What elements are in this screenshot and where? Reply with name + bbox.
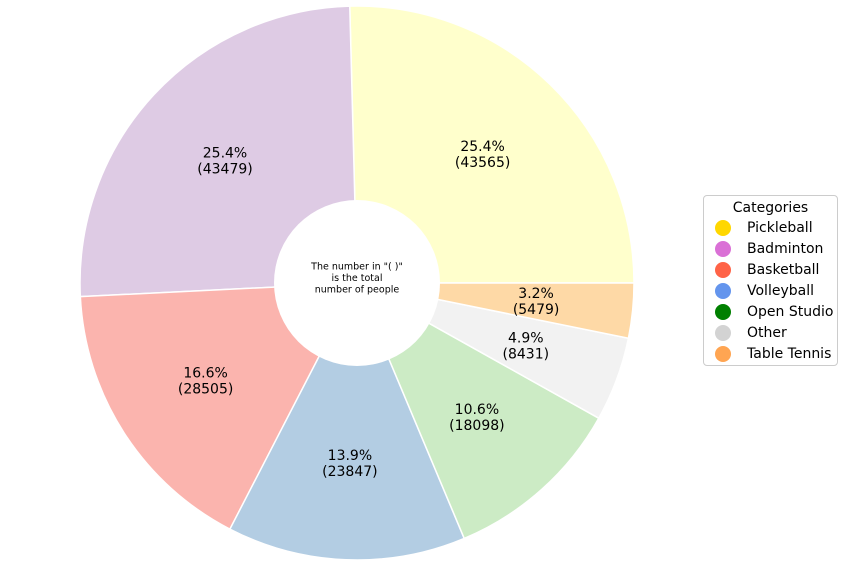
slice-count-label: (43565) <box>455 155 510 171</box>
legend-marker <box>715 303 731 320</box>
center-note: The number in "( )" is the total number … <box>310 262 403 296</box>
legend-marker <box>715 261 731 278</box>
slice-percent-label: 10.6% <box>455 402 499 418</box>
legend-item-other: Other <box>704 322 837 343</box>
donut-hole <box>274 200 440 366</box>
legend: Categories Pickleball Badminton Basketba… <box>703 195 838 366</box>
legend-marker <box>715 240 731 257</box>
legend-item-open-studio: Open Studio <box>704 301 837 322</box>
legend-marker <box>715 282 731 299</box>
slice-percent-label: 13.9% <box>328 448 372 464</box>
legend-label: Badminton <box>747 240 824 257</box>
legend-marker <box>715 324 731 341</box>
legend-item-pickleball: Pickleball <box>704 217 837 238</box>
center-note-line-3: number of people <box>315 285 400 296</box>
slice-count-label: (23847) <box>322 464 377 480</box>
pie-slice-1 <box>348 5 635 284</box>
legend-title: Categories <box>732 200 809 216</box>
legend-item-table-tennis: Table Tennis <box>704 343 837 364</box>
slice-count-label: (43479) <box>197 162 252 178</box>
center-note-line-1: The number in "( )" <box>310 262 403 273</box>
slice-count-label: (28505) <box>178 381 233 397</box>
slice-count-label: (18098) <box>449 418 504 434</box>
legend-label: Volleyball <box>747 282 814 299</box>
slice-percent-label: 25.4% <box>203 146 247 162</box>
legend-label: Table Tennis <box>747 345 832 362</box>
pie-slice-4 <box>228 281 466 561</box>
slice-count-label: (5479) <box>513 302 560 318</box>
slice-percent-label: 25.4% <box>460 139 504 155</box>
legend-item-volleyball: Volleyball <box>704 280 837 301</box>
pie-slice-2 <box>79 5 358 298</box>
slice-percent-label: 16.6% <box>183 365 227 381</box>
pie-slice-3 <box>79 282 359 531</box>
legend-item-badminton: Badminton <box>704 238 837 259</box>
legend-marker <box>715 219 731 236</box>
legend-label: Pickleball <box>747 219 813 236</box>
legend-item-basketball: Basketball <box>704 259 837 280</box>
legend-label: Other <box>747 324 787 341</box>
center-note-line-2: is the total <box>332 273 383 284</box>
pie-slice-5 <box>355 281 600 540</box>
legend-label: Basketball <box>747 261 820 278</box>
legend-marker <box>715 345 731 362</box>
slice-count-label: (8431) <box>503 347 550 363</box>
legend-label: Open Studio <box>747 303 834 320</box>
slice-labels-group: 25.4%(43565)25.4%(43479)16.6%(28505)13.9… <box>178 139 560 480</box>
slice-percent-label: 3.2% <box>518 286 554 302</box>
slice-percent-label: 4.9% <box>508 331 544 347</box>
